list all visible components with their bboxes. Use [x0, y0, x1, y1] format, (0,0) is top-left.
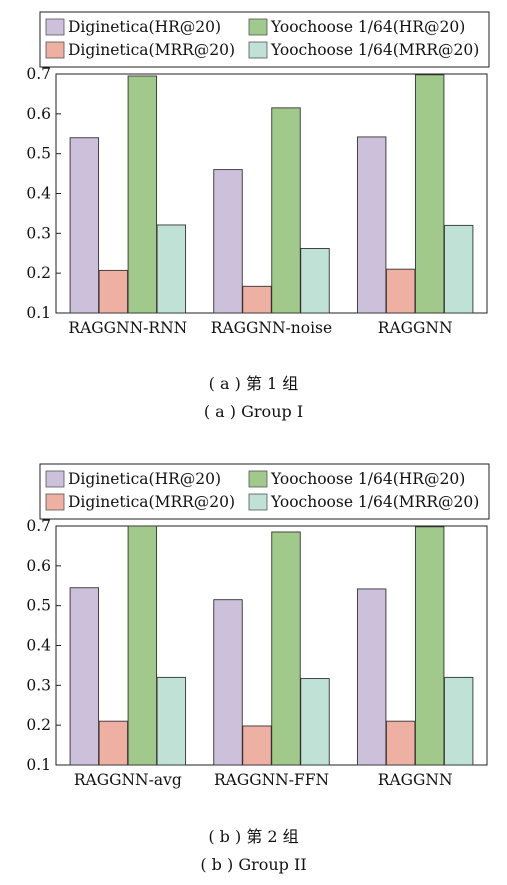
bar-raggnn-noise-diginetica-mrr-20 — [242, 285, 272, 314]
legend-label-yoochoose-1-64-mrr-20: Yoochoose 1/64(MRR@20) — [270, 41, 479, 59]
caption-en-group-2: ( b ) Group II — [200, 855, 307, 874]
caption-en-group-1: ( a ) Group I — [203, 402, 304, 421]
bar-raggnn-avg-diginetica-mrr-20 — [98, 720, 129, 766]
legend-swatch-yoochoose-1-64-hr-20 — [248, 470, 268, 488]
y-tick-label: 0.7 — [26, 517, 51, 535]
x-tick-label-raggnn-ffn: RAGGNN-FFN — [214, 771, 329, 789]
bar-chart-group-2: Diginetica(HR@20) Yoochoose 1/64(HR@20) Di… — [26, 463, 490, 789]
x-tick-label-raggnn-avg: RAGGNN-avg — [74, 771, 182, 789]
y-tick-label: 0.6 — [26, 557, 51, 575]
bar-raggnn-avg-yoochoose-1-64-mrr-20 — [156, 676, 187, 766]
x-tick-label-raggnn: RAGGNN — [378, 319, 453, 337]
bar-raggnn-noise-diginetica-hr-20 — [213, 169, 243, 314]
bar-raggnn-rnn-diginetica-mrr-20 — [98, 269, 129, 314]
legend-label-yoochoose-1-64-hr-20: Yoochoose 1/64(HR@20) — [270, 470, 465, 488]
x-tick-label-raggnn: RAGGNN — [378, 771, 453, 789]
bar-raggnn-yoochoose-1-64-mrr-20 — [443, 676, 474, 766]
legend-label-diginetica-hr-20: Diginetica(HR@20) — [68, 18, 221, 36]
y-tick-label: 0.6 — [26, 105, 51, 123]
bar-raggnn-noise-yoochoose-1-64-mrr-20 — [300, 248, 330, 314]
y-tick-label: 0.4 — [26, 637, 51, 655]
y-tick-label: 0.4 — [26, 185, 51, 203]
legend-label-diginetica-hr-20: Diginetica(HR@20) — [68, 470, 221, 488]
x-tick-label-raggnn-noise: RAGGNN-noise — [211, 319, 332, 337]
bar-raggnn-avg-yoochoose-1-64-hr-20 — [127, 525, 158, 766]
chart-panel-group-1: Diginetica(HR@20) Yoochoose 1/64(HR@20) Di… — [0, 0, 507, 440]
y-tick-label: 0.3 — [26, 224, 51, 242]
bar-raggnn-rnn-diginetica-hr-20 — [69, 137, 100, 314]
y-tick-label: 0.7 — [26, 65, 51, 83]
legend-swatch-yoochoose-1-64-mrr-20 — [248, 41, 268, 59]
bar-raggnn-yoochoose-1-64-hr-20 — [414, 526, 445, 766]
y-tick-label: 0.5 — [26, 145, 51, 163]
bar-raggnn-diginetica-mrr-20 — [385, 268, 416, 314]
caption-cn-group-1: ( a ) 第 1 组 — [208, 374, 299, 393]
bar-raggnn-diginetica-mrr-20 — [385, 720, 416, 766]
legend-label-yoochoose-1-64-hr-20: Yoochoose 1/64(HR@20) — [270, 18, 465, 36]
bar-raggnn-ffn-yoochoose-1-64-mrr-20 — [300, 678, 330, 766]
chart-panel-group-2: Diginetica(HR@20) Yoochoose 1/64(HR@20) Di… — [0, 452, 507, 885]
bar-raggnn-rnn-yoochoose-1-64-mrr-20 — [156, 224, 187, 314]
bar-raggnn-noise-yoochoose-1-64-hr-20 — [271, 107, 301, 314]
y-tick-label: 0.1 — [26, 304, 51, 322]
legend-swatch-yoochoose-1-64-mrr-20 — [248, 493, 268, 511]
y-tick-label: 0.5 — [26, 597, 51, 615]
y-tick-label: 0.2 — [26, 264, 51, 282]
bar-raggnn-ffn-yoochoose-1-64-hr-20 — [271, 531, 301, 766]
bar-raggnn-ffn-diginetica-mrr-20 — [242, 725, 272, 766]
y-tick-label: 0.1 — [26, 756, 51, 774]
legend-label-yoochoose-1-64-mrr-20: Yoochoose 1/64(MRR@20) — [270, 493, 479, 511]
y-tick-label: 0.2 — [26, 716, 51, 734]
bar-raggnn-diginetica-hr-20 — [356, 136, 387, 314]
y-tick-label: 0.3 — [26, 676, 51, 694]
legend-swatch-diginetica-hr-20 — [45, 18, 65, 36]
legend-swatch-diginetica-mrr-20 — [45, 493, 65, 511]
bar-raggnn-yoochoose-1-64-mrr-20 — [443, 224, 474, 314]
bar-raggnn-diginetica-hr-20 — [356, 588, 387, 766]
legend-label-diginetica-mrr-20: Diginetica(MRR@20) — [68, 41, 235, 59]
bar-raggnn-yoochoose-1-64-hr-20 — [414, 74, 445, 314]
legend-swatch-diginetica-hr-20 — [45, 470, 65, 488]
bar-raggnn-avg-diginetica-hr-20 — [69, 587, 100, 766]
bar-chart-group-1: Diginetica(HR@20) Yoochoose 1/64(HR@20) Di… — [26, 11, 490, 337]
legend-swatch-yoochoose-1-64-hr-20 — [248, 18, 268, 36]
legend-swatch-diginetica-mrr-20 — [45, 41, 65, 59]
caption-cn-group-2: ( b ) 第 2 组 — [208, 827, 299, 846]
bar-raggnn-ffn-diginetica-hr-20 — [213, 599, 243, 766]
x-tick-label-raggnn-rnn: RAGGNN-RNN — [68, 319, 187, 337]
legend-label-diginetica-mrr-20: Diginetica(MRR@20) — [68, 493, 235, 511]
bar-raggnn-rnn-yoochoose-1-64-hr-20 — [127, 75, 158, 314]
